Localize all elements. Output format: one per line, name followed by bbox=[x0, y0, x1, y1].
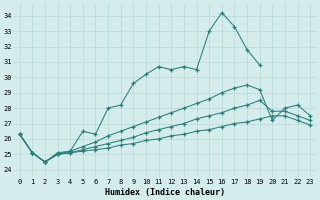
X-axis label: Humidex (Indice chaleur): Humidex (Indice chaleur) bbox=[105, 188, 225, 197]
